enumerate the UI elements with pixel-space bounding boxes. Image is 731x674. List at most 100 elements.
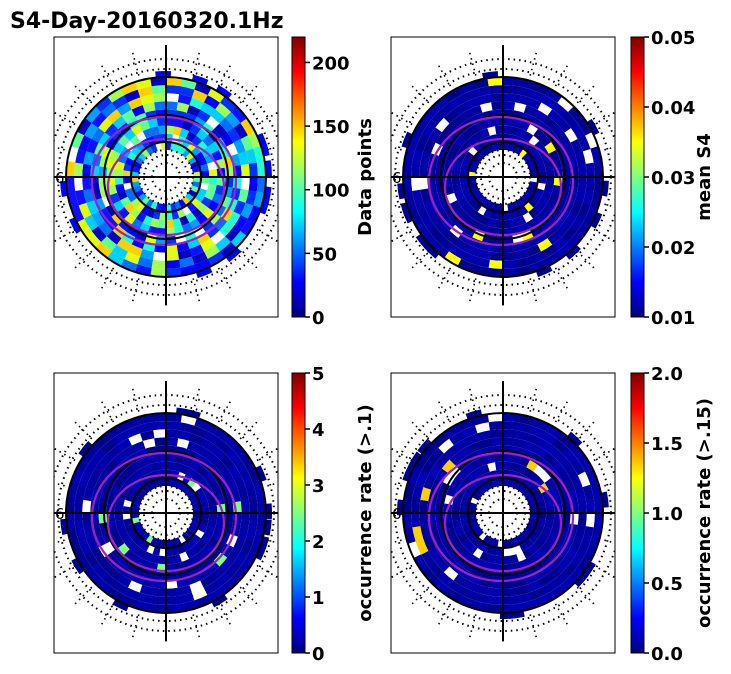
heat-cell <box>240 454 256 472</box>
heat-cell <box>123 251 141 265</box>
heat-cell <box>115 183 125 193</box>
heat-cell <box>117 190 128 201</box>
heat-cell <box>564 547 578 563</box>
heat-cell <box>432 95 450 113</box>
heat-cell <box>412 525 424 542</box>
heat-cell <box>170 202 177 212</box>
heat-cell <box>557 468 571 483</box>
heat-cell <box>98 207 112 222</box>
heat-cell <box>413 218 429 236</box>
heat-cell <box>458 109 473 123</box>
heat-cell <box>207 497 217 507</box>
heat-cell <box>452 183 462 193</box>
heat-cell <box>240 554 256 573</box>
heat-cell <box>460 587 478 601</box>
radial-tick <box>256 111 278 126</box>
heat-cell <box>476 456 488 468</box>
heat-cell <box>570 458 586 476</box>
heat-cell <box>537 219 551 232</box>
heat-cell <box>165 203 172 213</box>
heat-cell <box>181 456 194 468</box>
heat-cell <box>189 433 205 446</box>
heat-cell <box>85 442 102 459</box>
colorbar-tick-label: 1.5 <box>651 434 683 455</box>
heat-cell <box>457 258 475 273</box>
heat-cell <box>132 521 142 529</box>
heat-cell <box>468 440 483 453</box>
heat-cell <box>140 94 155 106</box>
heat-cell <box>224 513 234 524</box>
heat-cell <box>551 494 562 506</box>
heat-cell <box>577 454 593 472</box>
heat-cell <box>247 541 262 559</box>
radial-tick <box>256 228 278 243</box>
heat-cell <box>75 189 87 206</box>
heat-cell <box>421 458 436 475</box>
heat-cell <box>95 431 113 449</box>
heat-cell <box>151 421 167 431</box>
heat-cell <box>66 160 76 177</box>
heat-cell <box>561 166 571 178</box>
radial-tick <box>554 64 569 87</box>
heat-cell <box>93 533 106 548</box>
radial-tick <box>410 250 430 270</box>
heat-cell <box>200 574 216 588</box>
heat-cell <box>192 177 202 183</box>
heat-cell <box>415 470 429 488</box>
heat-cell <box>503 85 518 95</box>
radial-tick <box>391 203 402 208</box>
heat-cell <box>544 142 557 154</box>
heat-cell <box>548 192 560 205</box>
heat-cell <box>518 120 531 132</box>
heat-cell <box>457 532 469 544</box>
heat-cell <box>247 467 262 485</box>
heat-cell <box>154 101 167 111</box>
heat-cell <box>461 523 472 533</box>
heat-cell <box>474 256 490 268</box>
heat-cell <box>582 526 594 542</box>
heat-cell <box>91 463 105 479</box>
heat-cell <box>237 487 249 502</box>
heat-cell <box>523 105 538 117</box>
heat-cell <box>448 430 466 446</box>
radial-tick <box>468 387 477 412</box>
heat-cell <box>192 513 202 519</box>
heat-cell <box>544 536 556 549</box>
heat-cell <box>196 538 208 550</box>
heat-cell <box>203 580 221 596</box>
heat-cell <box>577 177 587 191</box>
heat-cell <box>486 603 503 613</box>
heat-cell <box>540 580 558 596</box>
heat-cell <box>437 572 454 588</box>
heat-cell <box>152 587 166 597</box>
heat-cell <box>149 603 166 613</box>
heat-cell <box>178 592 195 604</box>
radial-tick <box>217 400 232 423</box>
heat-cell <box>513 208 523 219</box>
heat-cell <box>545 504 555 514</box>
heat-cell <box>516 86 532 98</box>
heat-cell <box>82 163 92 177</box>
heat-cell <box>86 138 99 154</box>
colorbar-tick-label: 1 <box>312 588 325 609</box>
heat-cell <box>170 538 177 548</box>
heat-cell <box>225 226 241 243</box>
heat-cell <box>82 176 92 191</box>
heat-cell <box>419 499 429 513</box>
heat-cell <box>507 202 514 212</box>
panel-mean-s4: 6 0.01 0.02 0.03 0.04 0.05 mean S4 <box>390 28 715 329</box>
heat-cell <box>522 547 534 559</box>
heat-cell <box>214 521 225 532</box>
heat-cell <box>413 554 429 572</box>
boundary-ring <box>90 115 238 247</box>
heat-cell <box>111 547 124 561</box>
heat-cell <box>468 502 478 509</box>
heat-cell <box>464 580 480 593</box>
panel-data-points: 6 0 50 100 150 200 Data points <box>53 36 376 329</box>
heat-cell <box>502 259 518 269</box>
heat-cell <box>142 102 156 113</box>
heat-cell <box>422 442 439 459</box>
heat-cell <box>256 497 266 514</box>
heat-cell <box>412 148 424 164</box>
heat-cell <box>458 445 473 459</box>
